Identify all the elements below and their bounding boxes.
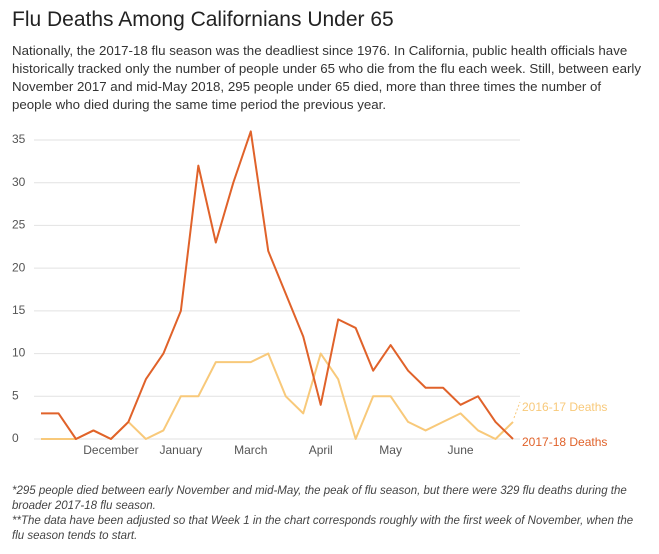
label-leader — [513, 401, 521, 419]
y-tick-label: 15 — [12, 303, 26, 317]
footnote: *295 people died between early November … — [12, 485, 627, 512]
x-tick-label: April — [309, 443, 333, 457]
y-tick-label: 35 — [12, 132, 26, 146]
chart-subtitle: Nationally, the 2017-18 flu season was t… — [12, 43, 641, 112]
x-tick-label: March — [234, 443, 267, 457]
y-tick-label: 0 — [12, 431, 19, 445]
x-tick-label: January — [160, 443, 203, 457]
x-tick-label: June — [448, 443, 474, 457]
footnote: **The data have been adjusted so that We… — [12, 515, 634, 542]
y-tick-label: 10 — [12, 346, 26, 360]
footnotes: *295 people died between early November … — [12, 484, 642, 544]
x-tick-label: December — [83, 443, 138, 457]
chart: 0 5 10 15 20 25 30 35 December January March April M… — [12, 130, 607, 457]
chart-title: Flu Deaths Among Californians Under 65 — [12, 8, 394, 31]
y-tick-label: 25 — [12, 218, 26, 232]
series-label: 2016-17 Deaths — [522, 400, 607, 414]
y-tick-label: 5 — [12, 388, 19, 402]
series-line — [41, 130, 514, 440]
y-tick-label: 30 — [12, 175, 26, 189]
y-tick-label: 20 — [12, 260, 26, 274]
series-label: 2017-18 Deaths — [522, 435, 607, 449]
x-tick-label: May — [379, 443, 402, 457]
